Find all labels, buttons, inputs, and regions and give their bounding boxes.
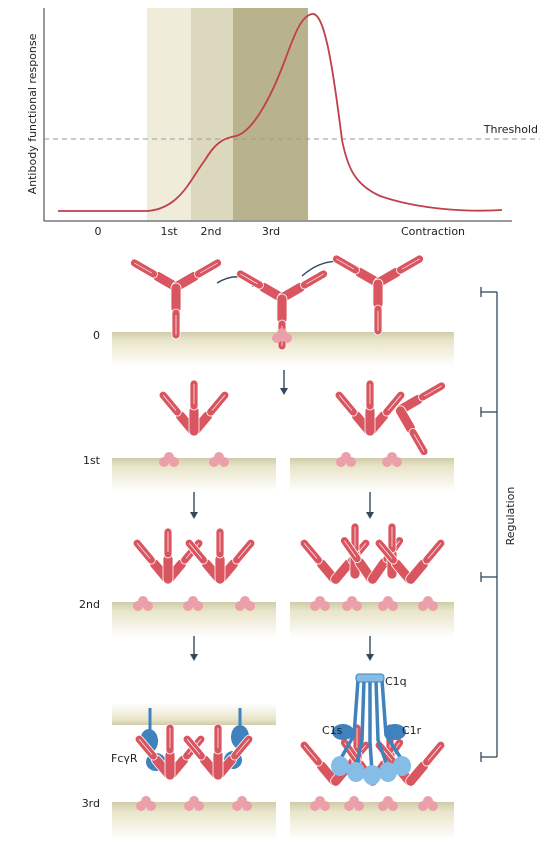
- phase-label-2nd: 2nd: [201, 225, 222, 238]
- phase-1st-band: [147, 8, 191, 220]
- stage-label-0: 0: [93, 329, 100, 342]
- stage-label-2nd: 2nd: [79, 598, 100, 611]
- phase-label-contraction: Contraction: [401, 225, 465, 238]
- phase-label-1st: 1st: [160, 225, 178, 238]
- c1q-label: C1q: [385, 675, 407, 688]
- phase-3rd-band: [233, 8, 308, 220]
- threshold-label: Threshold: [483, 123, 538, 136]
- phase-2nd-band: [191, 8, 233, 220]
- stage-label-3rd: 3rd: [82, 797, 100, 810]
- response-chart: Threshold Antibody functional response 0…: [26, 8, 540, 238]
- y-axis-label: Antibody functional response: [26, 33, 39, 194]
- free-igg-hexamer-right: [330, 252, 426, 336]
- response-curve: [58, 13, 503, 212]
- regulation-bracket: [480, 287, 498, 762]
- igg-stage-1-right: [332, 379, 448, 458]
- membrane-stage-1-right: [290, 458, 454, 492]
- igg-hexamer-stage-2-right: [297, 522, 448, 587]
- c1r-label: C1r: [402, 724, 422, 737]
- regulation-label: Regulation: [504, 487, 517, 546]
- membrane-stage-1-left: [112, 458, 276, 492]
- phase-label-0: 0: [95, 225, 102, 238]
- free-igg-hexamer-left: [128, 256, 224, 340]
- stage-label-1st: 1st: [83, 454, 101, 467]
- c1-complex: [331, 673, 411, 785]
- stage-arrows: [190, 370, 374, 661]
- igg-stage-2-left: [130, 527, 258, 587]
- effector-cell-membrane: [112, 703, 276, 725]
- fcgr-label: FcγR: [111, 752, 138, 765]
- phase-label-3rd: 3rd: [262, 225, 280, 238]
- c1s-label: C1s: [322, 724, 343, 737]
- igg-stage-1-left: [156, 379, 232, 439]
